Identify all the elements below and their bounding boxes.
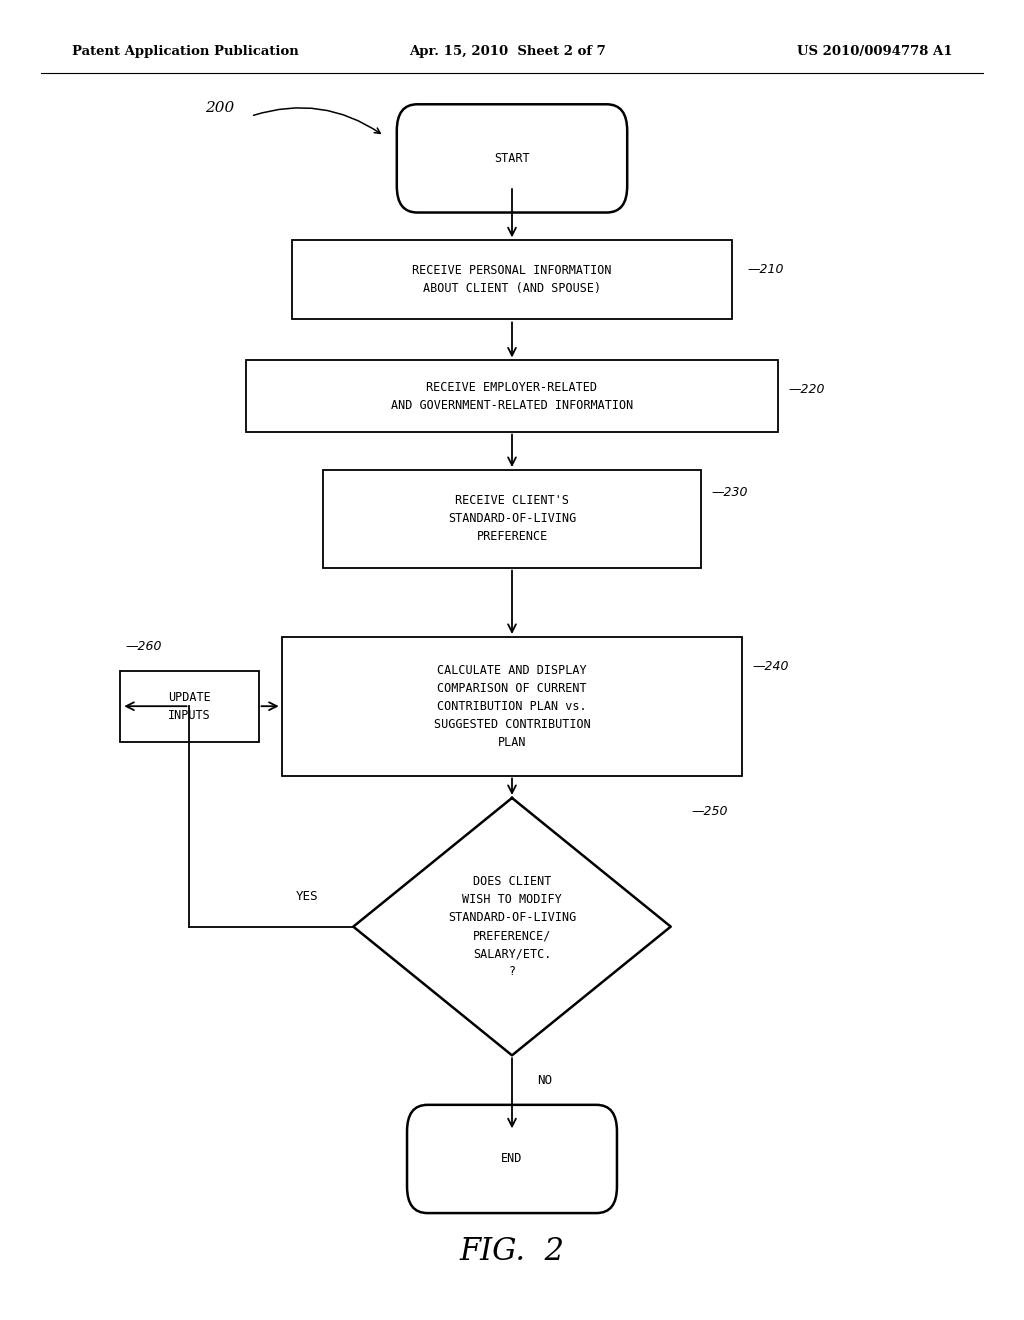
Text: CALCULATE AND DISPLAY
COMPARISON OF CURRENT
CONTRIBUTION PLAN vs.
SUGGESTED CONT: CALCULATE AND DISPLAY COMPARISON OF CURR… xyxy=(433,664,591,748)
Bar xyxy=(121,671,258,742)
Text: FIG.  2: FIG. 2 xyxy=(460,1236,564,1267)
Bar xyxy=(292,240,732,319)
Text: —250: —250 xyxy=(691,805,728,817)
Text: —210: —210 xyxy=(748,263,784,276)
Polygon shape xyxy=(353,797,671,1056)
Text: Apr. 15, 2010  Sheet 2 of 7: Apr. 15, 2010 Sheet 2 of 7 xyxy=(410,45,606,58)
Text: —240: —240 xyxy=(753,660,790,673)
FancyBboxPatch shape xyxy=(407,1105,616,1213)
Text: START: START xyxy=(495,152,529,165)
Text: —260: —260 xyxy=(125,640,162,653)
Text: NO: NO xyxy=(538,1073,553,1086)
Bar xyxy=(282,636,742,776)
Bar xyxy=(323,470,701,568)
Text: DOES CLIENT
WISH TO MODIFY
STANDARD-OF-LIVING
PREFERENCE/
SALARY/ETC.
?: DOES CLIENT WISH TO MODIFY STANDARD-OF-L… xyxy=(447,875,577,978)
Text: Patent Application Publication: Patent Application Publication xyxy=(72,45,298,58)
Text: RECEIVE CLIENT'S
STANDARD-OF-LIVING
PREFERENCE: RECEIVE CLIENT'S STANDARD-OF-LIVING PREF… xyxy=(447,494,577,544)
Text: END: END xyxy=(502,1152,522,1166)
Text: RECEIVE PERSONAL INFORMATION
ABOUT CLIENT (AND SPOUSE): RECEIVE PERSONAL INFORMATION ABOUT CLIEN… xyxy=(413,264,611,296)
Text: US 2010/0094778 A1: US 2010/0094778 A1 xyxy=(797,45,952,58)
Text: RECEIVE EMPLOYER-RELATED
AND GOVERNMENT-RELATED INFORMATION: RECEIVE EMPLOYER-RELATED AND GOVERNMENT-… xyxy=(391,380,633,412)
Bar xyxy=(246,360,778,432)
Text: —220: —220 xyxy=(788,383,825,396)
FancyBboxPatch shape xyxy=(396,104,627,213)
Text: —230: —230 xyxy=(712,486,749,499)
Text: 200: 200 xyxy=(205,102,234,115)
Text: UPDATE
INPUTS: UPDATE INPUTS xyxy=(168,690,211,722)
Text: YES: YES xyxy=(296,890,318,903)
